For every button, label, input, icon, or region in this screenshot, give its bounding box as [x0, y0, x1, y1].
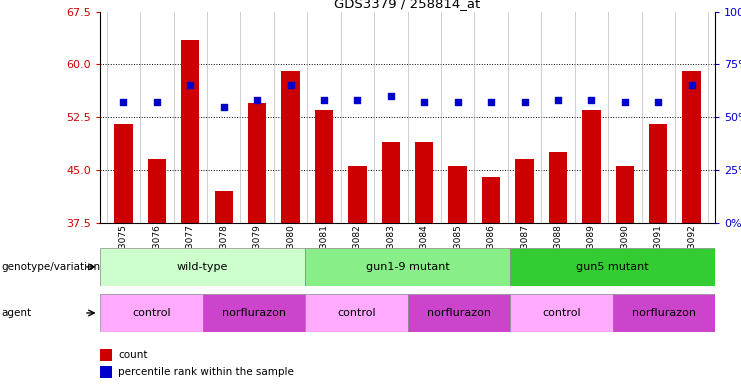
Point [285, 83, 296, 89]
Bar [510, 248, 715, 286]
Bar [682, 71, 701, 223]
Point [685, 83, 697, 89]
Point [185, 83, 196, 89]
Bar [100, 366, 112, 378]
Bar [616, 166, 634, 223]
Text: gun5 mutant: gun5 mutant [576, 262, 649, 272]
Bar [315, 110, 333, 223]
Bar [510, 294, 613, 332]
Point [385, 93, 396, 99]
Text: count: count [119, 350, 148, 360]
Bar [549, 152, 567, 223]
Bar [181, 40, 199, 223]
Point [118, 99, 130, 106]
Bar [415, 142, 433, 223]
Bar [448, 166, 467, 223]
Bar [214, 191, 233, 223]
Bar [382, 142, 400, 223]
Point [452, 99, 464, 106]
Bar [582, 110, 601, 223]
Text: genotype/variation: genotype/variation [1, 262, 101, 272]
Bar [248, 103, 266, 223]
Point [585, 97, 597, 103]
Text: control: control [132, 308, 170, 318]
Text: norflurazon: norflurazon [632, 308, 696, 318]
Point [151, 99, 163, 106]
Bar [408, 294, 510, 332]
Point [652, 99, 664, 106]
Bar [282, 71, 300, 223]
Text: agent: agent [1, 308, 32, 318]
Point [251, 97, 263, 103]
Text: percentile rank within the sample: percentile rank within the sample [119, 367, 294, 377]
Bar [100, 248, 305, 286]
Bar [348, 166, 367, 223]
Bar [202, 294, 305, 332]
Text: gun1-9 mutant: gun1-9 mutant [365, 262, 450, 272]
Bar [515, 159, 534, 223]
Bar [147, 159, 166, 223]
Bar [100, 294, 202, 332]
Point [419, 99, 431, 106]
Bar [100, 349, 112, 361]
Point [318, 97, 330, 103]
Point [552, 97, 564, 103]
Text: norflurazon: norflurazon [427, 308, 491, 318]
Title: GDS3379 / 258814_at: GDS3379 / 258814_at [334, 0, 481, 10]
Point [619, 99, 631, 106]
Bar [613, 294, 715, 332]
Bar [482, 177, 500, 223]
Bar [305, 248, 510, 286]
Text: control: control [337, 308, 376, 318]
Bar [114, 124, 133, 223]
Point [218, 104, 230, 110]
Text: control: control [542, 308, 581, 318]
Text: wild-type: wild-type [177, 262, 228, 272]
Point [519, 99, 531, 106]
Bar [649, 124, 668, 223]
Text: norflurazon: norflurazon [222, 308, 286, 318]
Point [351, 97, 363, 103]
Bar [305, 294, 408, 332]
Point [485, 99, 497, 106]
